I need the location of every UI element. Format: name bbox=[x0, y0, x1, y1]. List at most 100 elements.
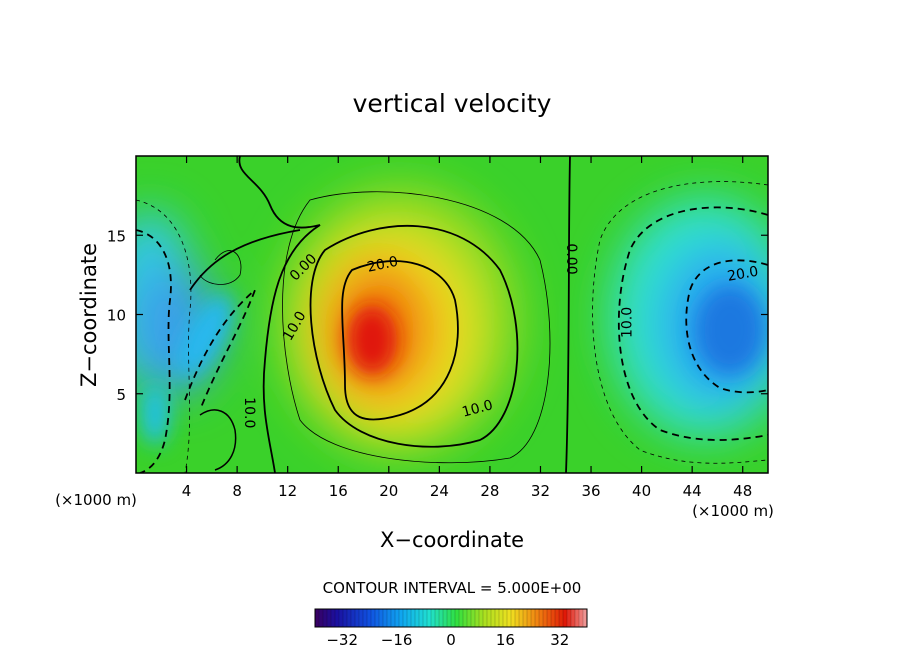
contour-0-left bbox=[238, 156, 321, 473]
colorbar-cell bbox=[567, 609, 572, 627]
colorbar-cell bbox=[495, 609, 500, 627]
colorbar-cell bbox=[503, 609, 508, 627]
colorbar bbox=[314, 608, 588, 628]
chart-title: vertical velocity bbox=[353, 89, 552, 118]
colorbar-cell bbox=[447, 609, 452, 627]
x-tick-label: 16 bbox=[329, 482, 348, 500]
contour-label: 20.0 bbox=[366, 254, 400, 276]
colorbar-cell bbox=[403, 609, 408, 627]
x-tick-label: 28 bbox=[480, 482, 499, 500]
x-tick-label: 20 bbox=[379, 482, 398, 500]
colorbar-cell bbox=[331, 609, 336, 627]
colorbar-tick-label: −16 bbox=[381, 631, 413, 649]
y-tick-label: 5 bbox=[116, 386, 126, 404]
contour-interval-label: CONTOUR INTERVAL = 5.000E+00 bbox=[323, 579, 582, 597]
colorbar-tick-label: −32 bbox=[326, 631, 358, 649]
contour-label: 20.0 bbox=[726, 264, 759, 285]
x-axis-label: X−coordinate bbox=[380, 528, 524, 552]
x-tick-label: 32 bbox=[531, 482, 550, 500]
colorbar-cell bbox=[315, 609, 320, 627]
contour-lower-left bbox=[199, 409, 237, 471]
x-tick-label: 40 bbox=[632, 482, 651, 500]
x-tick-label: 4 bbox=[182, 482, 192, 500]
colorbar-cell bbox=[511, 609, 516, 627]
contour-lines bbox=[136, 156, 768, 473]
colorbar-cell bbox=[523, 609, 528, 627]
y-axis-label: Z−coordinate bbox=[77, 243, 101, 387]
y-axis: 5 10 15 bbox=[107, 227, 768, 404]
colorbar-cell bbox=[431, 609, 436, 627]
colorbar-cell bbox=[335, 609, 340, 627]
x-axis: 4 8 12 16 20 24 28 32 36 40 44 48 bbox=[182, 156, 752, 500]
colorbar-cell bbox=[435, 609, 440, 627]
colorbar-cell bbox=[395, 609, 400, 627]
colorbar-cell bbox=[327, 609, 332, 627]
colorbar-cell bbox=[535, 609, 540, 627]
colorbar-cell bbox=[579, 609, 584, 627]
colorbar-cell bbox=[379, 609, 384, 627]
x-tick-label: 44 bbox=[683, 482, 702, 500]
colorbar-cell bbox=[463, 609, 468, 627]
colorbar-cell bbox=[519, 609, 524, 627]
colorbar-cell bbox=[547, 609, 552, 627]
x-tick-label: 8 bbox=[232, 482, 242, 500]
contour-0-center bbox=[565, 156, 571, 473]
colorbar-cell bbox=[467, 609, 472, 627]
contour-label: 10.0 bbox=[619, 307, 635, 338]
contour-label: 10.0 bbox=[241, 397, 257, 428]
colorbar-cell bbox=[411, 609, 416, 627]
colorbar-cell bbox=[391, 609, 396, 627]
colorbar-cell bbox=[543, 609, 548, 627]
colorbar-cell bbox=[559, 609, 564, 627]
colorbar-cell bbox=[475, 609, 480, 627]
contour-label: 0.00 bbox=[563, 243, 579, 274]
colorbar-cell bbox=[527, 609, 532, 627]
colorbar-cell bbox=[363, 609, 368, 627]
x-tick-label: 36 bbox=[581, 482, 600, 500]
colorbar-cell bbox=[415, 609, 420, 627]
colorbar-cell bbox=[499, 609, 504, 627]
colorbar-cell bbox=[355, 609, 360, 627]
colorbar-cell bbox=[563, 609, 568, 627]
colorbar-cell bbox=[323, 609, 328, 627]
colorbar-cell bbox=[455, 609, 460, 627]
colorbar-cell bbox=[427, 609, 432, 627]
colorbar-cell bbox=[487, 609, 492, 627]
x-unit-right: (×1000 m) bbox=[692, 502, 774, 520]
colorbar-cell bbox=[399, 609, 404, 627]
contour-upper-thin bbox=[199, 250, 242, 285]
colorbar-cell bbox=[419, 609, 424, 627]
colorbar-cell bbox=[339, 609, 344, 627]
colorbar-cell bbox=[555, 609, 560, 627]
contour-label: 10.0 bbox=[460, 397, 494, 421]
colorbar-cell bbox=[491, 609, 496, 627]
x-tick-label: 24 bbox=[430, 482, 449, 500]
y-tick-label: 15 bbox=[107, 227, 126, 245]
colorbar-cell bbox=[351, 609, 356, 627]
colorbar-cell bbox=[583, 609, 588, 627]
x-tick-label: 12 bbox=[278, 482, 297, 500]
contour-20-updraft bbox=[341, 260, 459, 421]
colorbar-cell bbox=[359, 609, 364, 627]
colorbar-ticks: −32 −16 0 16 32 bbox=[326, 631, 569, 649]
colorbar-cell bbox=[471, 609, 476, 627]
contour-neg10-right bbox=[617, 206, 768, 441]
colorbar-cell bbox=[319, 609, 324, 627]
contour-10-updraft bbox=[309, 224, 519, 448]
colorbar-cell bbox=[515, 609, 520, 627]
colorbar-cell bbox=[367, 609, 372, 627]
colorbar-cell bbox=[423, 609, 428, 627]
colorbar-cell bbox=[383, 609, 388, 627]
contour-diagonal bbox=[184, 289, 256, 411]
colorbar-cell bbox=[575, 609, 580, 627]
x-tick-label: 48 bbox=[733, 482, 752, 500]
colorbar-cell bbox=[375, 609, 380, 627]
colorbar-cell bbox=[451, 609, 456, 627]
colorbar-cell bbox=[439, 609, 444, 627]
updraft-core bbox=[347, 305, 397, 375]
colorbar-tick-label: 16 bbox=[496, 631, 515, 649]
colorbar-cell bbox=[343, 609, 348, 627]
colorbar-cell bbox=[551, 609, 556, 627]
